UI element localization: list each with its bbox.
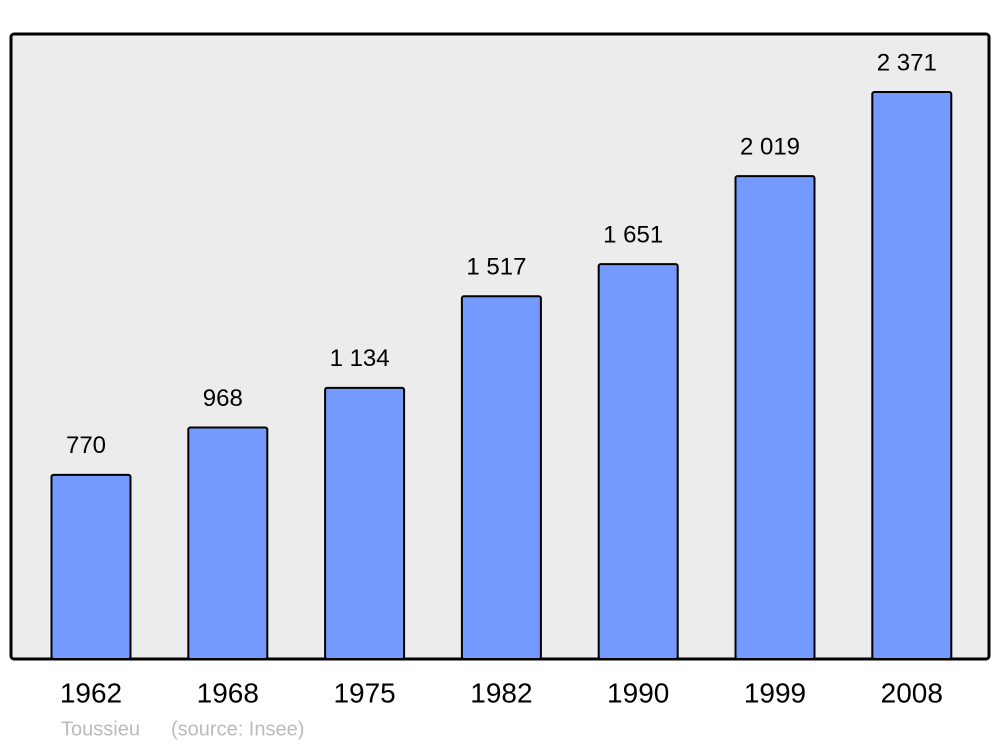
value-label: 770 bbox=[66, 432, 106, 459]
footer-source: (source: Insee) bbox=[171, 718, 304, 740]
bar bbox=[50, 473, 132, 661]
footer-place: Toussieu bbox=[61, 718, 140, 740]
bar bbox=[460, 295, 542, 660]
x-tick-label: 1999 bbox=[744, 677, 806, 708]
x-tick-label: 1982 bbox=[470, 677, 532, 708]
value-label: 2 019 bbox=[740, 134, 800, 161]
x-tick-label: 1990 bbox=[607, 677, 669, 708]
x-tick-label: 1962 bbox=[60, 677, 122, 708]
x-tick-label: 1975 bbox=[333, 677, 395, 708]
bar bbox=[324, 386, 406, 660]
bar bbox=[597, 263, 679, 660]
bar bbox=[734, 175, 816, 660]
value-label: 1 651 bbox=[603, 222, 663, 249]
value-label: 1 134 bbox=[330, 345, 390, 372]
value-label: 2 371 bbox=[877, 49, 937, 76]
x-tick-label: 2008 bbox=[881, 677, 943, 708]
bar bbox=[871, 91, 953, 660]
value-label: 1 517 bbox=[466, 254, 526, 281]
value-label: 968 bbox=[203, 385, 243, 412]
bar bbox=[187, 426, 269, 661]
x-tick-label: 1968 bbox=[197, 677, 259, 708]
